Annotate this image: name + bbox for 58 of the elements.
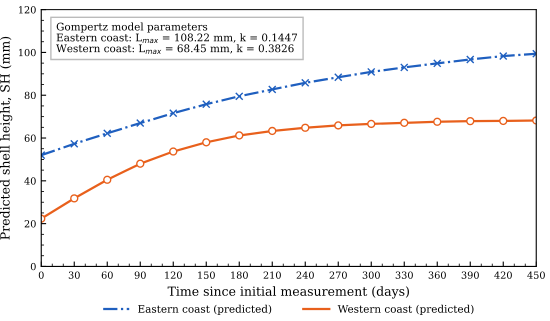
point: [466, 55, 474, 64]
point: [169, 109, 178, 118]
annotation: Western coast: L$_{max}$ = 68.45 mm, k = 0.3826: [56, 44, 294, 54]
x-tick-label: 90: [134, 271, 146, 279]
y-tick-label: 40: [24, 177, 36, 185]
y-tick-label: 100: [19, 48, 36, 56]
annotation: Eastern coast: L$_{max}$ = 108.22 mm, k = 0.1447: [56, 33, 298, 44]
point: [433, 59, 442, 68]
point: [70, 140, 78, 148]
x-tick-label: 120: [165, 271, 182, 279]
point: [202, 138, 210, 146]
x-tick-label: 300: [362, 271, 380, 279]
annotation: Gompertz model parameters: [56, 22, 208, 33]
point: [499, 52, 508, 60]
x-tick-label: 210: [264, 271, 281, 279]
point: [169, 147, 178, 156]
x-tick-label: 420: [494, 271, 512, 279]
point: [70, 194, 78, 203]
point: [466, 116, 474, 126]
x-tick-label: 390: [462, 271, 479, 279]
point: [268, 85, 276, 94]
point: [235, 131, 244, 140]
y-tick-label: 120: [19, 6, 36, 14]
point: [301, 124, 310, 132]
x-tick-label: 450: [527, 271, 545, 279]
x-tick-label: 240: [296, 271, 314, 279]
x-tick-label: 180: [231, 271, 248, 279]
x-tick-label: 30: [68, 271, 80, 279]
x-tick-label: 0: [38, 271, 44, 279]
point: [301, 78, 310, 87]
y-tick-label: 60: [24, 134, 36, 142]
point: [334, 121, 342, 130]
point: [103, 129, 112, 138]
point: [103, 176, 112, 184]
legend-label: Eastern coast (predicted): [138, 304, 272, 315]
point: [433, 118, 442, 126]
point: [367, 120, 376, 128]
point: [334, 73, 342, 82]
point: [499, 116, 508, 126]
point: [400, 118, 408, 128]
x-tick-label: 360: [428, 271, 446, 279]
y-tick-label: 20: [24, 220, 36, 228]
point: [268, 126, 276, 136]
x-tick-label: 330: [396, 271, 413, 279]
y-tick-label: 80: [24, 92, 36, 100]
x-axis-title: Time since initial measurement (days): [168, 286, 409, 299]
x-tick-label: 150: [198, 271, 215, 279]
point: [202, 100, 210, 108]
point: [367, 68, 376, 76]
point: [235, 92, 244, 100]
y-tick-label: 0: [30, 262, 36, 270]
legend-label: Western coast (predicted): [338, 304, 474, 315]
point: [400, 63, 408, 72]
point: [136, 118, 144, 128]
y-axis-title: Predicted shell height, SH (mm): [0, 36, 12, 240]
point: [136, 160, 144, 168]
x-tick-label: 270: [330, 271, 347, 279]
x-tick-label: 60: [102, 271, 113, 279]
